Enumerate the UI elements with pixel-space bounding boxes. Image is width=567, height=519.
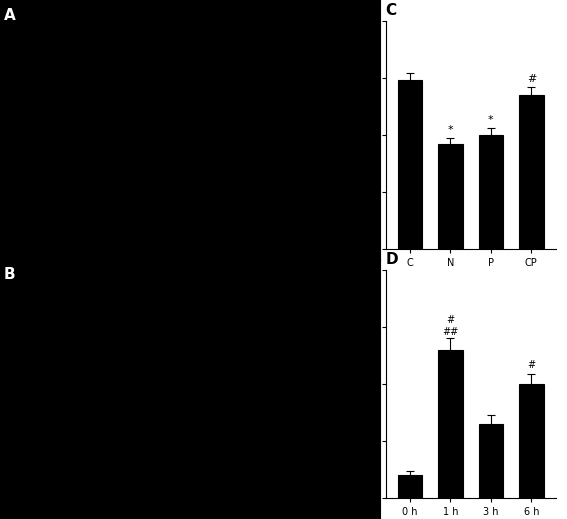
Text: DM: DM	[484, 308, 498, 318]
Text: #: #	[527, 74, 536, 84]
Bar	[519, 95, 544, 249]
Text: *: *	[447, 125, 453, 135]
Bar	[479, 424, 503, 498]
Text: A: A	[4, 8, 15, 23]
Text: C: C	[386, 3, 397, 18]
Text: #: #	[446, 315, 454, 325]
Text: D: D	[386, 252, 398, 267]
Bar	[438, 144, 463, 249]
Text: ##: ##	[442, 327, 459, 337]
Text: #: #	[527, 360, 535, 371]
Text: *: *	[488, 115, 494, 125]
Bar	[479, 135, 503, 249]
Bar	[397, 80, 422, 249]
Bar	[397, 475, 422, 498]
Y-axis label: No. PH3 (+)
endothelial cells/HPF: No. PH3 (+) endothelial cells/HPF	[342, 337, 361, 431]
Bar	[519, 384, 544, 498]
Y-axis label: Endothelial area/
Cavernous area (%): Endothelial area/ Cavernous area (%)	[342, 90, 361, 180]
Text: B: B	[4, 267, 15, 282]
Bar	[438, 350, 463, 498]
